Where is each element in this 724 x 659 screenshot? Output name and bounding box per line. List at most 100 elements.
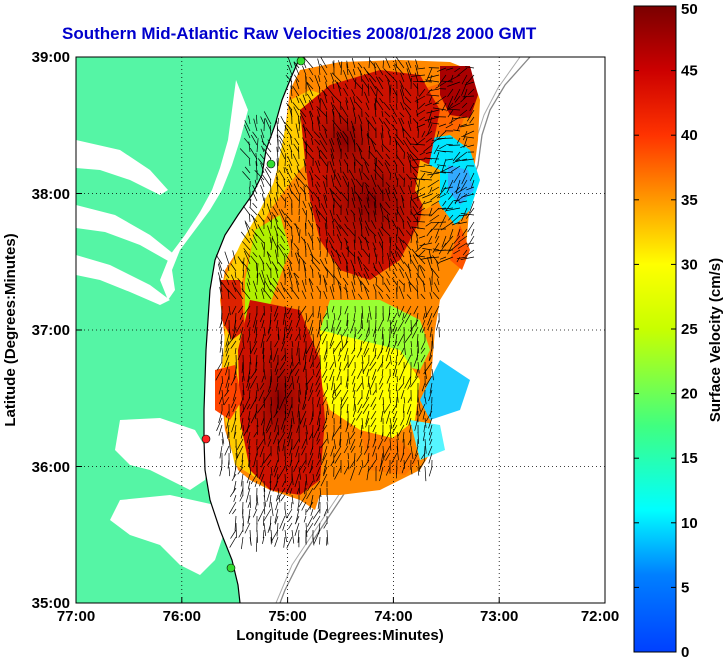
velocity-vector bbox=[397, 262, 405, 272]
velocity-vector bbox=[325, 81, 328, 90]
velocity-vector bbox=[323, 91, 328, 104]
velocity-vector bbox=[422, 431, 426, 442]
velocity-vector bbox=[345, 239, 349, 251]
velocity-vector bbox=[256, 138, 259, 153]
velocity-vector bbox=[436, 278, 440, 286]
velocity-vector bbox=[345, 265, 349, 279]
velocity-vector bbox=[457, 221, 468, 225]
velocity-vector bbox=[378, 291, 384, 300]
velocity-vector bbox=[426, 228, 433, 237]
velocity-vector bbox=[289, 261, 293, 272]
velocity-vector bbox=[289, 445, 293, 456]
velocity-vector bbox=[417, 431, 419, 444]
velocity-vector bbox=[370, 410, 377, 420]
velocity-vector bbox=[264, 118, 272, 132]
velocity-vector bbox=[359, 280, 363, 293]
velocity-vector bbox=[326, 431, 329, 444]
velocity-vector bbox=[368, 228, 377, 237]
velocity-vector bbox=[349, 431, 356, 440]
velocity-vector bbox=[250, 214, 258, 223]
velocity-vector bbox=[459, 123, 468, 127]
velocity-vector bbox=[410, 200, 412, 209]
velocity-vector bbox=[340, 61, 343, 76]
velocity-vector bbox=[409, 160, 412, 174]
velocity-vector bbox=[353, 251, 356, 265]
velocity-vector bbox=[362, 333, 370, 344]
velocity-vector bbox=[240, 487, 244, 497]
velocity-vector bbox=[230, 340, 237, 349]
velocity-vector bbox=[384, 74, 391, 83]
velocity-vector bbox=[236, 438, 244, 450]
velocity-vector bbox=[436, 150, 447, 153]
velocity-vector bbox=[414, 95, 426, 102]
velocity-vector bbox=[395, 212, 398, 223]
y-tick-label: 37:00 bbox=[32, 322, 70, 339]
colorbar-tick-label: 25 bbox=[681, 321, 698, 338]
velocity-vector bbox=[471, 228, 475, 236]
velocity-vector bbox=[305, 375, 308, 390]
velocity-vector bbox=[422, 280, 426, 293]
velocity-vector bbox=[333, 229, 335, 237]
velocity-vector bbox=[222, 269, 230, 279]
velocity-vector bbox=[461, 207, 468, 222]
velocity-vector bbox=[356, 347, 363, 358]
velocity-vector bbox=[388, 333, 391, 348]
velocity-vector bbox=[387, 214, 391, 230]
velocity-vector bbox=[387, 187, 391, 195]
velocity-vector bbox=[288, 515, 293, 522]
velocity-vector bbox=[375, 85, 384, 97]
velocity-vector bbox=[368, 382, 372, 395]
velocity-vector bbox=[320, 63, 328, 76]
velocity-vector bbox=[263, 326, 266, 337]
velocity-vector bbox=[341, 252, 349, 265]
velocity-vector bbox=[272, 206, 279, 216]
velocity-vector bbox=[282, 438, 286, 451]
velocity-vector bbox=[258, 466, 265, 480]
velocity-vector bbox=[396, 375, 398, 383]
velocity-vector bbox=[410, 197, 419, 209]
velocity-vector bbox=[379, 382, 384, 390]
velocity-vector bbox=[411, 226, 426, 230]
velocity-vector bbox=[308, 347, 314, 362]
velocity-vector bbox=[413, 354, 419, 367]
velocity-vector bbox=[339, 410, 342, 424]
velocity-vector bbox=[302, 361, 307, 372]
velocity-vector bbox=[269, 125, 272, 139]
velocity-vector bbox=[237, 256, 244, 265]
velocity-vector bbox=[332, 197, 342, 209]
velocity-vector bbox=[395, 354, 398, 364]
velocity-vector bbox=[381, 110, 384, 118]
velocity-vector bbox=[459, 109, 468, 117]
velocity-vector bbox=[323, 466, 328, 477]
velocity-vector bbox=[353, 162, 356, 174]
velocity-vector bbox=[399, 80, 405, 90]
velocity-vector bbox=[270, 501, 274, 517]
velocity-vector bbox=[315, 382, 321, 393]
velocity-vector bbox=[456, 186, 468, 194]
velocity-vector bbox=[393, 160, 398, 167]
velocity-vector bbox=[233, 368, 237, 381]
velocity-vector bbox=[407, 221, 412, 230]
velocity-vector bbox=[247, 278, 251, 286]
velocity-vector bbox=[318, 417, 321, 432]
velocity-vector bbox=[244, 120, 251, 132]
velocity-vector bbox=[410, 340, 413, 348]
velocity-vector bbox=[337, 354, 342, 362]
velocity-vector bbox=[345, 247, 356, 258]
velocity-vector bbox=[249, 375, 258, 389]
velocity-vector bbox=[360, 340, 363, 351]
velocity-vector bbox=[277, 424, 280, 436]
velocity-vector bbox=[291, 410, 295, 425]
velocity-vector bbox=[218, 261, 223, 272]
station-marker bbox=[226, 563, 236, 573]
velocity-vector bbox=[326, 161, 329, 174]
velocity-vector bbox=[252, 252, 258, 258]
velocity-vector bbox=[397, 424, 405, 437]
velocity-vector bbox=[406, 173, 412, 181]
velocity-vector bbox=[227, 459, 230, 469]
velocity-vector bbox=[274, 215, 279, 230]
velocity-vector bbox=[322, 417, 328, 429]
velocity-vector bbox=[396, 103, 398, 111]
velocity-vector bbox=[298, 193, 301, 209]
velocity-vector bbox=[304, 149, 314, 160]
